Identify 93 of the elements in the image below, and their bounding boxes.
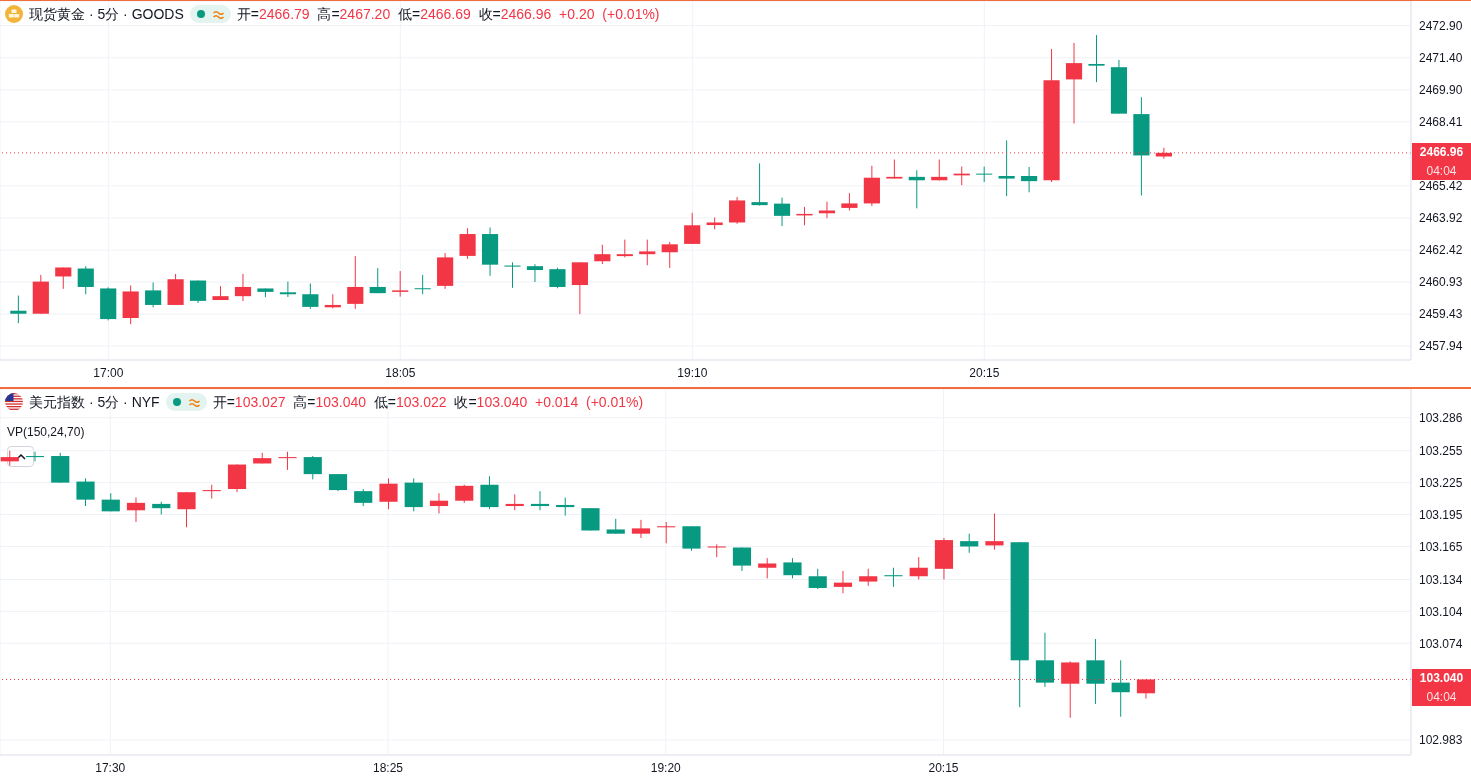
x-tick-label: 20:15 <box>928 760 959 775</box>
candlestick <box>347 255 364 310</box>
candlestick <box>1086 638 1105 705</box>
text: 开=2466.79 高=2467.20 低=2466.69 收=2466.96 +0.20 (+0.01%) <box>236 6 660 22</box>
x-tick-label: 19:20 <box>650 760 682 775</box>
chart-title: 现货黄金 · 5分 · GOODS <box>29 5 184 23</box>
y-tick-label: 103.286 <box>1419 410 1463 425</box>
x-tick-label: 17:00 <box>93 365 124 380</box>
candlestick <box>631 519 651 539</box>
x-tick-label: 18:25 <box>373 760 404 775</box>
candlestick <box>526 263 544 283</box>
candlestick <box>909 556 928 580</box>
candlestick <box>998 139 1015 197</box>
text: 开=103.027 高=103.040 低=103.022 收=103.040 +0.014 (+0.01%) <box>212 394 644 410</box>
candlestick <box>1065 42 1083 125</box>
candlestick <box>392 270 409 298</box>
candlestick <box>729 196 746 225</box>
candlestick <box>758 557 777 579</box>
y-tick-label: 2468.41 <box>1419 115 1463 130</box>
candlestick <box>278 451 297 471</box>
candlestick <box>177 491 196 528</box>
candlestick <box>145 281 162 308</box>
candlestick <box>581 507 600 532</box>
text: 04:04 <box>1412 688 1471 707</box>
candlestick <box>480 475 499 510</box>
candlestick <box>1088 34 1105 83</box>
candlestick <box>661 241 678 269</box>
candlestick <box>303 455 322 480</box>
y-tick-label: 2459.43 <box>1419 307 1463 322</box>
candlestick <box>818 201 836 219</box>
candlestick <box>884 567 903 588</box>
candlestick <box>684 212 701 245</box>
candlestick <box>504 261 521 289</box>
candlestick <box>76 477 95 507</box>
candlestick <box>783 557 802 579</box>
candlestick <box>55 266 72 290</box>
candlestick <box>1111 659 1130 718</box>
candlestick <box>77 265 94 295</box>
y-tick-label: 103.074 <box>1419 636 1463 651</box>
candlestick <box>594 244 611 265</box>
y-tick-label: 2460.93 <box>1419 275 1463 290</box>
y-tick-label: 2457.94 <box>1419 339 1463 354</box>
candlestick <box>202 484 221 500</box>
candlestick <box>530 490 550 511</box>
x-tick-label: 17:30 <box>95 760 126 775</box>
candlestick <box>414 274 431 295</box>
y-tick-label: 102.983 <box>1419 733 1463 748</box>
candlestick <box>455 484 474 504</box>
y-tick-label: 2472.90 <box>1419 18 1463 33</box>
candlestick <box>234 273 252 302</box>
candlestick <box>126 497 146 523</box>
candlestick <box>549 267 566 289</box>
y-tick-label: 2463.92 <box>1419 211 1463 226</box>
y-tick-label: 2469.90 <box>1419 83 1463 98</box>
candlestick <box>657 521 676 544</box>
y-tick-label: 103.225 <box>1419 475 1463 490</box>
y-tick-label: 103.255 <box>1419 443 1463 458</box>
candlestick <box>1035 632 1055 688</box>
y-tick-label: 103.195 <box>1419 507 1463 522</box>
candlestick <box>985 512 1004 551</box>
candlestick <box>459 227 476 260</box>
text: 04:04 <box>1412 161 1471 180</box>
candlestick <box>379 477 398 510</box>
y-tick-label: 103.104 <box>1419 604 1463 619</box>
annotation: VP(150,24,70) <box>7 425 85 439</box>
ref-line-label: 103.040 <box>1412 669 1471 689</box>
x-tick-label: 18:05 <box>385 365 416 380</box>
candlestick <box>808 568 827 590</box>
y-tick-label: 2465.42 <box>1419 179 1463 194</box>
y-tick-label: 2462.42 <box>1419 243 1463 258</box>
candlestick <box>1021 166 1038 193</box>
candlestick <box>429 492 449 514</box>
candlestick <box>773 197 791 227</box>
candlestick <box>960 533 979 554</box>
ref-line-label: 2466.96 <box>1412 142 1471 162</box>
x-tick-label: 19:10 <box>677 365 708 380</box>
candlestick <box>639 239 656 266</box>
candlestick <box>279 281 296 298</box>
y-tick-label: 103.134 <box>1419 572 1463 587</box>
candlestick <box>556 497 575 517</box>
candlestick <box>302 283 319 310</box>
x-tick-label: 20:15 <box>969 365 1000 380</box>
candlestick <box>833 570 853 594</box>
y-tick-label: 2471.40 <box>1419 51 1463 66</box>
candlestick <box>571 261 588 315</box>
candlestick <box>886 159 903 180</box>
candlestick <box>682 525 701 552</box>
y-tick-label: 103.165 <box>1419 539 1463 554</box>
candlestick <box>369 267 386 294</box>
chart-title: 美元指数 · 5分 · NYF <box>29 393 160 411</box>
candlestick <box>976 166 993 183</box>
candlestick <box>751 162 768 207</box>
candlestick <box>10 295 27 324</box>
